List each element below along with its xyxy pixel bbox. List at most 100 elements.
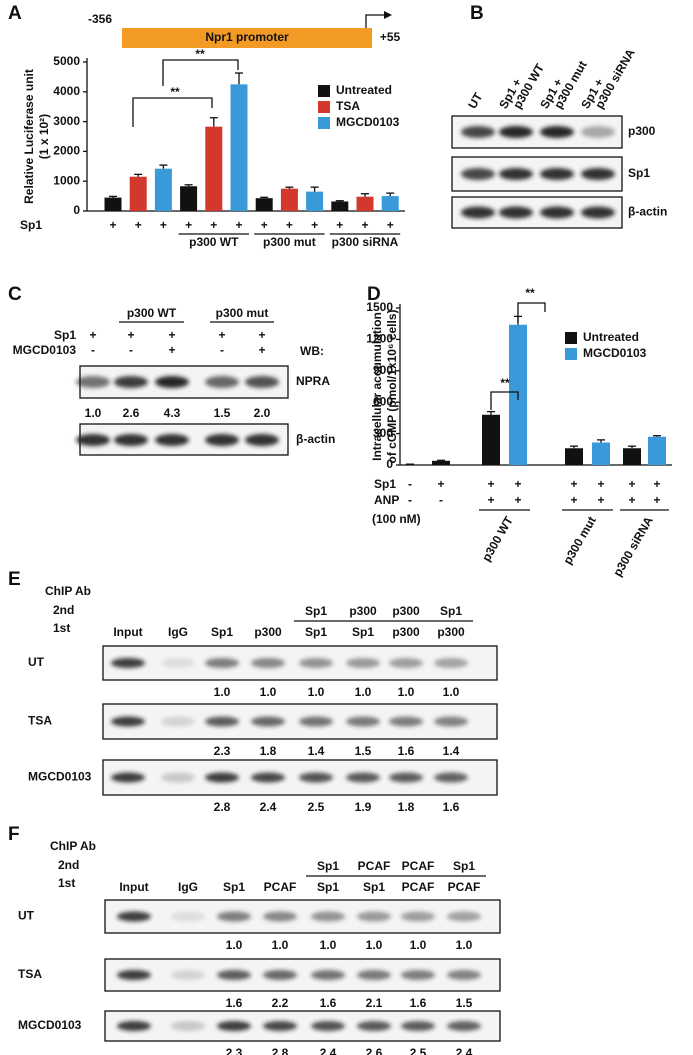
row-sign: + [628,493,635,507]
group-label: p300 siRNA [332,235,399,249]
band [205,716,239,727]
bar [356,196,374,211]
panel-letter: D [367,284,381,305]
group-label: p300 mut [263,235,316,249]
band [311,970,345,980]
band [251,716,285,727]
tss-arrow [365,14,384,28]
promoter-bar [122,28,372,48]
quant: 4.3 [164,406,181,420]
bar [331,201,349,211]
lane-first: Sp1 [305,625,327,639]
row-label: ANP [374,493,399,507]
promoter-end: +55 [380,30,401,44]
band [581,206,615,219]
chip-title: ChIP Ab [45,584,91,598]
band [346,772,380,783]
band [434,658,468,668]
group-label: p300 mut [560,514,598,567]
bar [648,436,666,465]
quant: 2.8 [272,1046,289,1055]
band [161,716,195,727]
quant: 2.8 [214,800,231,814]
lane-second: p300 [349,604,377,618]
row-sign: + [160,218,167,232]
blot-frame [104,958,501,992]
group-label: p300 WT [127,306,177,320]
band [251,772,285,783]
quant: 1.0 [260,685,277,699]
band [311,911,345,922]
group-label: p300 WT [189,235,239,249]
quant: 1.0 [320,938,337,952]
bar [104,197,122,211]
y-tick-label: 2000 [53,144,80,158]
legend-swatch [318,85,330,97]
row-sign: + [235,218,242,232]
band [389,716,423,727]
row-sign: + [628,477,635,491]
lane-second: Sp1 [317,859,339,873]
band [461,126,495,138]
panel-letter: B [470,3,484,24]
promoter-start: -356 [88,12,112,26]
quant: 2.6 [366,1046,383,1055]
bar [432,460,450,465]
quant: 2.4 [456,1046,473,1055]
bar [180,186,198,211]
band [540,206,574,219]
band [117,970,151,980]
band [311,1021,345,1031]
row-sign: + [210,218,217,232]
quant: 1.0 [226,938,243,952]
legend-label: MGCD0103 [336,115,400,129]
band [245,376,279,388]
bar [205,126,223,211]
band [299,716,333,727]
quant: 1.0 [410,938,427,952]
lane-first: Sp1 [317,880,339,894]
row-sign: - [129,343,133,357]
band [461,206,495,219]
band [499,206,533,219]
quant: 2.3 [214,744,231,758]
quant: 1.0 [456,938,473,952]
row-sign: + [387,218,394,232]
y-axis-label: (1 x 10²) [37,114,51,159]
quant: 2.4 [320,1046,337,1055]
quant: 1.0 [443,685,460,699]
quant: 2.3 [226,1046,243,1055]
band [447,911,481,922]
band [171,1021,205,1031]
row-label: UT [28,655,45,669]
quant: 1.0 [272,938,289,952]
blot-label: Sp1 [628,166,650,180]
bracket [132,97,213,127]
y-tick-label: 5000 [53,54,80,68]
lane-first: p300 [392,625,420,639]
band [581,126,615,138]
row-sign: - [220,343,224,357]
band [540,168,574,180]
significance: ** [525,286,535,300]
lane-second: PCAF [358,859,391,873]
lane-label: p300 siRNA [592,46,638,111]
band [171,911,205,922]
note: (100 nM) [372,512,421,526]
band [263,970,297,980]
band [217,970,251,980]
row-sign: + [185,218,192,232]
blot-frame [104,899,501,934]
lane-header: Sp1 [223,880,245,894]
lane-second: Sp1 [453,859,475,873]
row-sign: + [487,493,494,507]
legend-label: MGCD0103 [583,346,647,360]
y-tick-label: 4000 [53,84,80,98]
wb-label: WB: [300,344,324,358]
bracket [490,391,519,410]
row-sign: + [514,493,521,507]
band [245,434,279,446]
lane-header: p300 [254,625,282,639]
row-sign: + [89,328,96,342]
quant: 1.6 [443,800,460,814]
